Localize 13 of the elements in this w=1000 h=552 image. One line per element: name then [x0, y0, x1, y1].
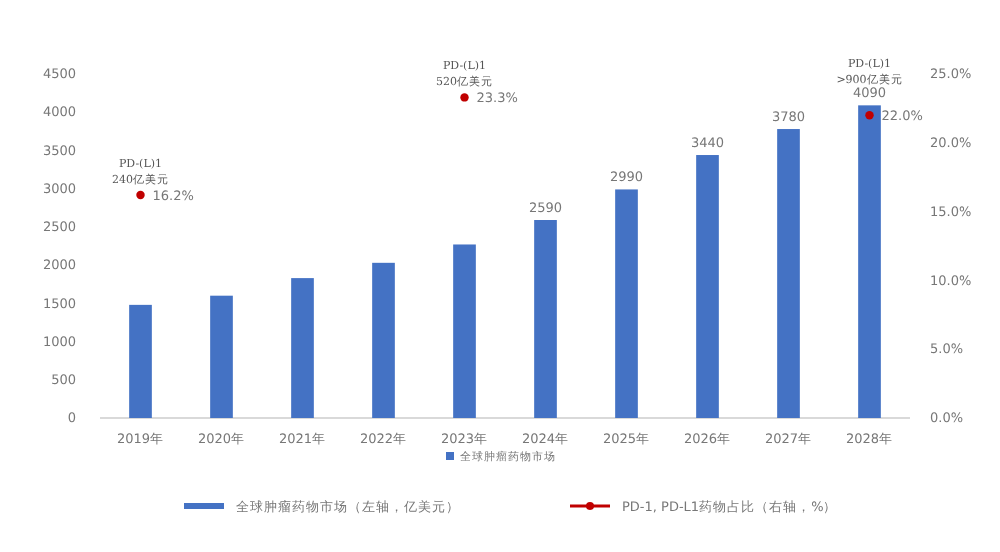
point	[136, 190, 145, 200]
bar	[777, 129, 800, 418]
bar	[210, 295, 233, 418]
bar	[534, 220, 557, 418]
bar	[696, 155, 719, 418]
bar	[615, 189, 638, 418]
bar	[372, 262, 395, 418]
bar	[858, 105, 881, 418]
bar	[453, 244, 476, 418]
point	[460, 93, 469, 102]
bar	[129, 304, 152, 418]
bar	[291, 278, 314, 418]
point	[865, 111, 874, 120]
